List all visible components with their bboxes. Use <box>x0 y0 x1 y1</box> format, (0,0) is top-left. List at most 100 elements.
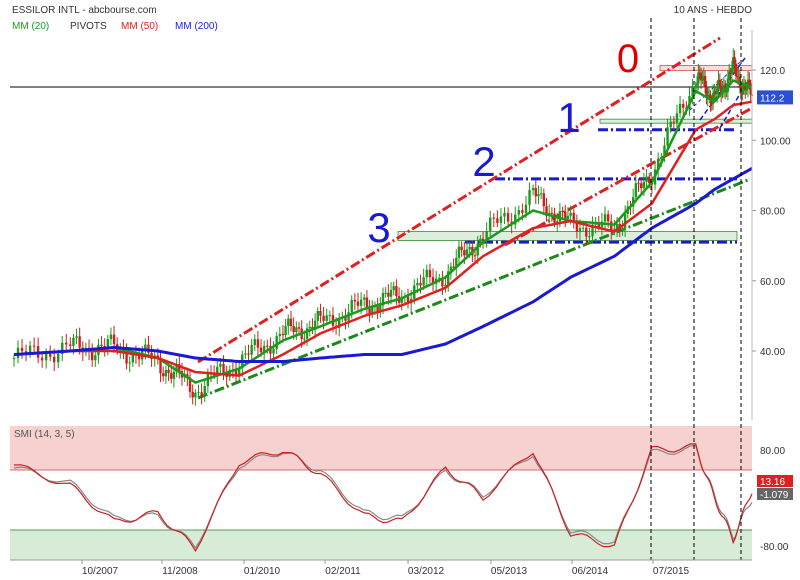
legend: MM (20) PIVOTS MM (50) MM (200) <box>12 21 218 32</box>
candle-body <box>485 230 488 241</box>
y-tick-label: 40.00 <box>760 347 785 358</box>
candle-body <box>585 227 588 237</box>
candle-body <box>465 249 469 256</box>
candle-body <box>371 306 374 314</box>
candle-body <box>40 357 44 361</box>
candle-body <box>281 333 285 336</box>
candle-body <box>578 228 582 232</box>
legend-item: MM (20) <box>12 21 49 32</box>
price-y-axis: 120.0 100.00 80.00 60.00 40.00 <box>751 30 791 420</box>
candle-body <box>137 355 141 360</box>
x-tick-label: 06/2014 <box>572 566 609 577</box>
candle-body <box>381 292 385 306</box>
candle-body <box>400 297 403 303</box>
candle-body <box>705 86 708 98</box>
candle-body <box>319 310 322 316</box>
candle-body <box>259 347 263 353</box>
candle-body <box>691 86 694 96</box>
candle-body <box>228 369 231 378</box>
candle-body <box>170 372 173 379</box>
candle-body <box>714 91 718 95</box>
y-tick-label: 60.00 <box>760 277 785 288</box>
candle-body <box>666 127 669 146</box>
candle-body <box>297 327 301 329</box>
candle-body <box>162 373 165 377</box>
candle-body <box>48 354 52 357</box>
candle-body <box>216 366 219 376</box>
candle-body <box>428 269 432 278</box>
candle-body <box>316 310 319 321</box>
candle-body <box>537 194 540 197</box>
candle-body <box>675 113 679 123</box>
candle-body <box>556 221 559 223</box>
smi-y-tick-label: -80.00 <box>760 542 789 553</box>
candle-body <box>745 88 748 91</box>
candle-body <box>441 277 444 287</box>
candle-body <box>534 188 537 197</box>
candle-body <box>702 75 705 79</box>
channel-lower <box>504 106 753 247</box>
candle-body <box>247 353 250 355</box>
candle-body <box>564 211 567 219</box>
candle-body <box>733 57 736 64</box>
candle-body <box>741 87 744 95</box>
candle-body <box>350 299 353 313</box>
candle-body <box>272 349 275 354</box>
candle-body <box>581 227 585 229</box>
candle-body <box>295 327 298 333</box>
candle-body <box>287 318 290 326</box>
candle-body <box>305 328 309 339</box>
candle-body <box>359 299 363 306</box>
candle-body <box>489 217 492 231</box>
wave-label-1: 1 <box>557 94 580 141</box>
candle-body <box>322 315 325 321</box>
candle-body <box>250 345 253 355</box>
candle-body <box>603 214 607 222</box>
candle-body <box>262 345 266 353</box>
candle-body <box>344 317 347 321</box>
last-price-badge: 112.2 <box>757 90 793 105</box>
candle-body <box>719 85 723 94</box>
smi-lines <box>13 443 753 552</box>
candle-body <box>699 72 703 81</box>
candle-body <box>663 145 666 158</box>
smi-last-value: 13.16 <box>760 477 785 488</box>
candle-body <box>100 344 103 347</box>
candle-body <box>406 296 410 304</box>
annotations: 01 2 3 <box>367 37 639 251</box>
candle-body <box>78 336 81 348</box>
candle-body <box>539 193 543 195</box>
candle-body <box>645 176 648 182</box>
candle-body <box>188 377 192 392</box>
candle-body <box>558 211 562 222</box>
candle-body <box>395 286 398 297</box>
candle-body <box>732 57 735 69</box>
candle-body <box>57 353 60 363</box>
oversold-zone <box>10 530 752 560</box>
candle-body <box>303 338 306 340</box>
candle-body <box>94 355 97 361</box>
candle-body <box>419 282 422 286</box>
x-tick-label: 01/2010 <box>244 566 281 577</box>
smi-title: SMI (14, 3, 5) <box>14 429 75 440</box>
candle-body <box>711 93 715 104</box>
candle-body <box>615 223 619 229</box>
candle-body <box>12 358 16 360</box>
vertical-markers <box>650 18 742 560</box>
candle-body <box>178 364 181 372</box>
candle-body <box>682 103 685 108</box>
candle-body <box>452 266 455 268</box>
candle-body <box>256 339 260 348</box>
support-trendline <box>197 178 749 400</box>
candle-body <box>703 75 707 87</box>
candle-body <box>69 344 72 346</box>
signal-last-box <box>757 488 793 500</box>
candle-body <box>392 286 395 291</box>
candle-body <box>289 318 293 326</box>
candle-body <box>694 85 697 87</box>
candle-body <box>550 212 554 214</box>
candle-body <box>748 79 751 84</box>
candle-body <box>473 255 477 257</box>
candle-body <box>53 356 56 363</box>
